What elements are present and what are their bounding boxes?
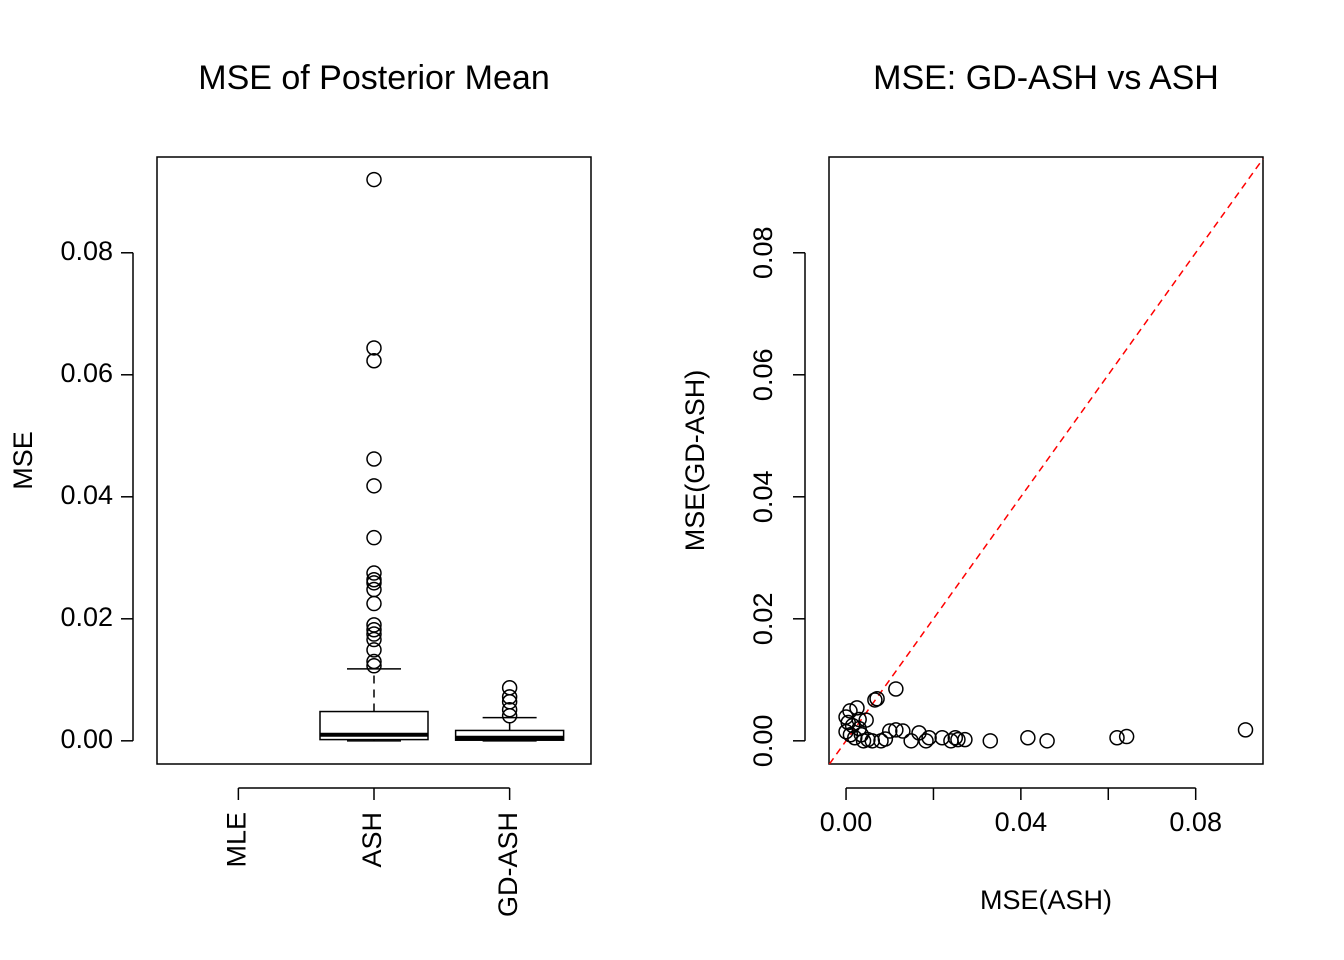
outlier <box>501 701 518 718</box>
point <box>838 723 854 740</box>
point <box>1118 728 1135 745</box>
point <box>950 731 966 748</box>
y-tick-label: 0.00 <box>60 724 113 754</box>
x-tick-label: ASH <box>357 812 387 868</box>
point <box>851 711 867 728</box>
outlier <box>366 340 382 356</box>
point <box>1039 733 1055 749</box>
x-tick-label: 0.08 <box>1169 807 1222 837</box>
outlier <box>366 529 382 546</box>
point <box>934 730 950 746</box>
x-tick-label: GD-ASH <box>493 812 523 917</box>
box <box>454 729 565 741</box>
x-axis-label: MSE(ASH) <box>980 885 1112 915</box>
point <box>921 730 937 746</box>
chart-title: MSE of Posterior Mean <box>198 59 549 97</box>
point <box>849 700 865 716</box>
point <box>1020 730 1036 746</box>
y-tick-label: 0.02 <box>748 593 778 646</box>
outlier <box>366 642 382 658</box>
x-tick-label: 0.00 <box>820 807 873 837</box>
y-tick-label: 0.06 <box>60 358 113 388</box>
point <box>1109 730 1125 746</box>
point <box>888 722 904 738</box>
y-tick-label: 0.00 <box>748 715 778 768</box>
y-tick-label: 0.08 <box>748 226 778 279</box>
point <box>895 723 911 739</box>
y-tick-label: 0.04 <box>748 471 778 524</box>
point <box>888 681 904 697</box>
point <box>853 726 870 743</box>
x-tick-label: MLE <box>222 812 252 868</box>
outlier <box>366 575 382 591</box>
chart-title: MSE: GD-ASH vs ASH <box>873 59 1219 97</box>
outlier <box>366 565 382 581</box>
point <box>982 733 999 749</box>
outlier <box>501 708 518 724</box>
point <box>869 690 885 707</box>
plot-frame <box>156 156 592 765</box>
x-tick-label: 0.04 <box>995 807 1048 837</box>
y-tick-label: 0.02 <box>60 602 113 632</box>
point <box>867 692 883 708</box>
point <box>943 733 959 749</box>
outlier <box>501 689 518 705</box>
point <box>840 714 856 731</box>
plot-frame <box>828 156 1264 765</box>
outlier <box>366 658 382 674</box>
outlier <box>366 653 382 670</box>
reference-line <box>828 158 1264 765</box>
y-axis-label: MSE <box>8 431 38 490</box>
point <box>911 725 927 741</box>
outlier <box>366 631 382 648</box>
point <box>882 723 898 739</box>
outlier <box>366 171 382 188</box>
outlier <box>366 626 382 642</box>
y-tick-label: 0.08 <box>60 236 113 266</box>
outlier <box>366 353 382 369</box>
point <box>877 731 894 747</box>
outlier <box>366 478 382 494</box>
point <box>903 733 919 749</box>
point <box>1237 722 1254 738</box>
outlier <box>366 622 382 638</box>
y-tick-label: 0.06 <box>748 349 778 402</box>
point <box>947 730 964 746</box>
y-tick-label: 0.04 <box>60 480 113 510</box>
y-axis-label: MSE(GD-ASH) <box>680 370 710 552</box>
outlier <box>366 451 382 467</box>
outlier <box>366 595 382 612</box>
